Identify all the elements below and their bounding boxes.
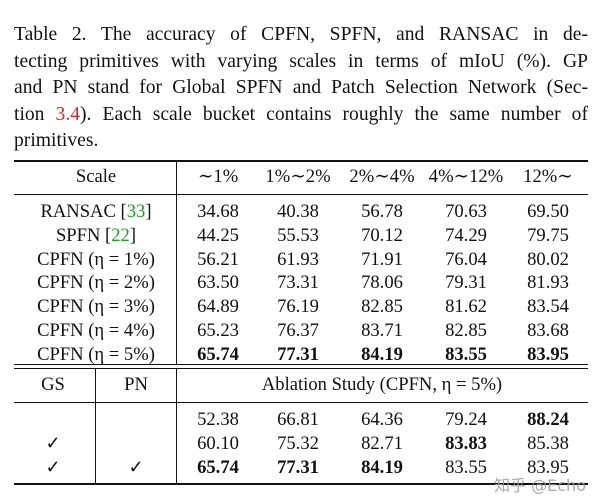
table-cell: 65.23 (197, 320, 239, 341)
table-cell: 76.19 (277, 296, 319, 318)
method-label: CPFN (η = 2%) (37, 272, 155, 294)
table-cell: 79.31 (445, 272, 487, 294)
table-cell: 82.71 (361, 432, 403, 454)
table-cell: 56.78 (361, 201, 403, 222)
table-cell: 84.19 (361, 343, 403, 365)
method-name: SPFN [ (55, 224, 112, 246)
table-cell: 40.38 (277, 201, 319, 222)
watermark: 知乎 @Echo (494, 476, 586, 495)
pn-header: PN (124, 374, 148, 395)
caption-line-2: tecting primitives with varying scales i… (14, 50, 588, 72)
check-mark-icon: ✓ (45, 456, 61, 477)
table-cell: 44.25 (197, 224, 239, 246)
table-cell: 55.53 (277, 224, 319, 246)
table-cell: 77.31 (277, 343, 319, 365)
table-cell: 52.38 (197, 409, 239, 430)
table-cell: 79.75 (527, 224, 569, 246)
table-cell: 70.12 (361, 224, 403, 246)
table-cell: 85.38 (527, 432, 569, 454)
caption-text: ). Each scale bucket contains roughly th… (80, 103, 588, 125)
check-mark-icon: ✓ (128, 456, 144, 477)
table-cell: 77.31 (277, 456, 319, 478)
column-header: 1%∼2% (265, 166, 331, 187)
table-caption: Table 2. The accuracy of CPFN, SPFN, and… (14, 22, 588, 155)
column-header: 12%∼ (523, 166, 573, 187)
citation-link[interactable]: 33 (126, 201, 146, 222)
table-cell: 76.37 (277, 320, 319, 341)
column-header: 2%∼4% (349, 166, 415, 187)
bottom-rule (14, 483, 588, 485)
table-cell: 83.55 (445, 456, 487, 478)
gs-header: GS (41, 374, 65, 395)
table-cell: 81.62 (445, 296, 487, 318)
label-divider (176, 161, 177, 364)
caption-line-5: primitives. (14, 130, 99, 152)
table-cell: 83.68 (527, 320, 569, 341)
table-cell: 84.19 (361, 456, 403, 478)
table-cell: 69.50 (527, 201, 569, 222)
mid-rule-1 (14, 364, 588, 365)
table-cell: 65.74 (197, 456, 239, 478)
table-cell: 83.83 (445, 432, 487, 454)
table-cell: 71.91 (361, 248, 403, 270)
mid-rule-2 (14, 368, 588, 369)
table-cell: 66.81 (277, 409, 319, 430)
method-label: CPFN (η = 1%) (37, 248, 155, 270)
method-label: SPFN [22] (56, 225, 136, 247)
table-cell: 83.95 (527, 456, 569, 478)
method-label: CPFN (η = 5%) (37, 343, 155, 365)
table-cell: 73.31 (277, 272, 319, 294)
table-cell: 83.54 (527, 296, 569, 318)
bracket: ] (145, 201, 152, 222)
table-cell: 88.24 (527, 409, 569, 430)
method-label: CPFN (η = 3%) (37, 296, 155, 318)
scale-header: Scale (75, 166, 117, 187)
label-divider-lower (176, 369, 177, 483)
table-cell: 61.93 (277, 248, 319, 270)
gs-pn-divider (95, 369, 96, 483)
table-cell: 74.29 (445, 224, 487, 246)
table-cell: 64.36 (361, 409, 403, 430)
citation-link[interactable]: 22 (111, 224, 130, 246)
method-label: RANSAC [33] (40, 201, 151, 223)
table-cell: 34.68 (197, 201, 239, 222)
caption-line-3: and PN stand for Global SPFN and Patch S… (14, 77, 588, 99)
column-header: ∼1% (197, 166, 239, 187)
table-cell: 81.93 (527, 272, 569, 294)
table-cell: 76.04 (445, 248, 487, 270)
method-label: CPFN (η = 4%) (37, 320, 155, 341)
caption-line-1: Table 2. The accuracy of CPFN, SPFN, and… (14, 24, 588, 45)
method-name: RANSAC [ (40, 201, 127, 222)
table-cell: 83.71 (361, 320, 403, 341)
table-cell: 83.95 (527, 343, 569, 365)
ablation-header-rule (14, 402, 588, 403)
bracket: ] (129, 224, 137, 246)
section-ref-link[interactable]: 3.4 (55, 103, 81, 125)
caption-line-4: tion 3.4). Each scale bucket contains ro… (14, 102, 588, 129)
table-cell: 56.21 (197, 248, 239, 270)
table-cell: 65.74 (197, 343, 239, 365)
top-rule (14, 160, 588, 162)
table-cell: 82.85 (361, 296, 403, 318)
check-mark-icon: ✓ (45, 432, 61, 453)
column-header: 4%∼12% (428, 166, 504, 187)
table-cell: 60.10 (197, 432, 239, 454)
table-cell: 80.02 (527, 248, 569, 270)
table-cell: 83.55 (445, 343, 487, 365)
ablation-title: Ablation Study (CPFN, η = 5%) (261, 374, 503, 395)
caption-text: tion (14, 103, 56, 125)
table-cell: 78.06 (361, 272, 403, 294)
table-cell: 75.32 (277, 432, 319, 454)
table-cell: 82.85 (445, 320, 487, 341)
table-cell: 64.89 (197, 296, 239, 318)
table-cell: 70.63 (445, 201, 487, 222)
header-rule (14, 194, 588, 195)
table-cell: 79.24 (445, 409, 487, 430)
table-cell: 63.50 (197, 272, 239, 294)
